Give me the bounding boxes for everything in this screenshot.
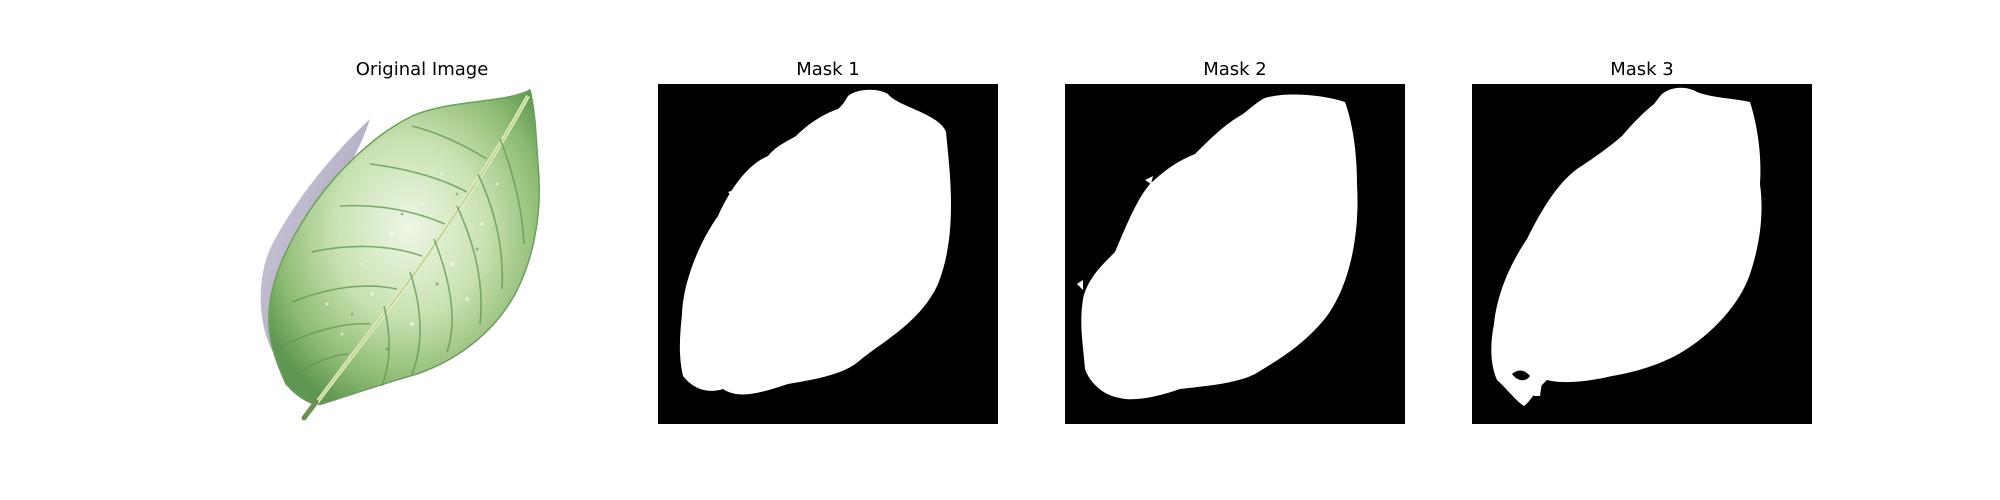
mask-3 <box>1472 84 1812 424</box>
mask-foreground <box>1491 87 1762 407</box>
panel-original-image: Original Image <box>252 0 592 500</box>
mask-foreground <box>679 89 951 395</box>
panel-mask-1: Mask 1 <box>658 0 998 500</box>
mask-image-3 <box>1472 84 1812 424</box>
leaf-speckle <box>325 172 499 336</box>
original-image <box>252 84 592 424</box>
panel-mask-2: Mask 2 <box>1065 0 1405 500</box>
panel-title: Mask 3 <box>1610 59 1674 80</box>
mask-1 <box>658 84 998 424</box>
mask-foreground <box>1081 94 1358 400</box>
leaf-veins <box>281 125 525 387</box>
leaf-stem <box>301 399 319 421</box>
panel-title: Mask 2 <box>1203 59 1267 80</box>
mask-2 <box>1065 84 1405 424</box>
leaf-blade <box>268 88 540 406</box>
panel-mask-3: Mask 3 <box>1472 0 1812 500</box>
panel-title: Original Image <box>355 59 489 80</box>
mask-image-2 <box>1065 84 1405 424</box>
panel-title: Mask 1 <box>796 59 860 80</box>
mask-image-1 <box>658 84 998 424</box>
leaf-photo <box>252 84 592 424</box>
